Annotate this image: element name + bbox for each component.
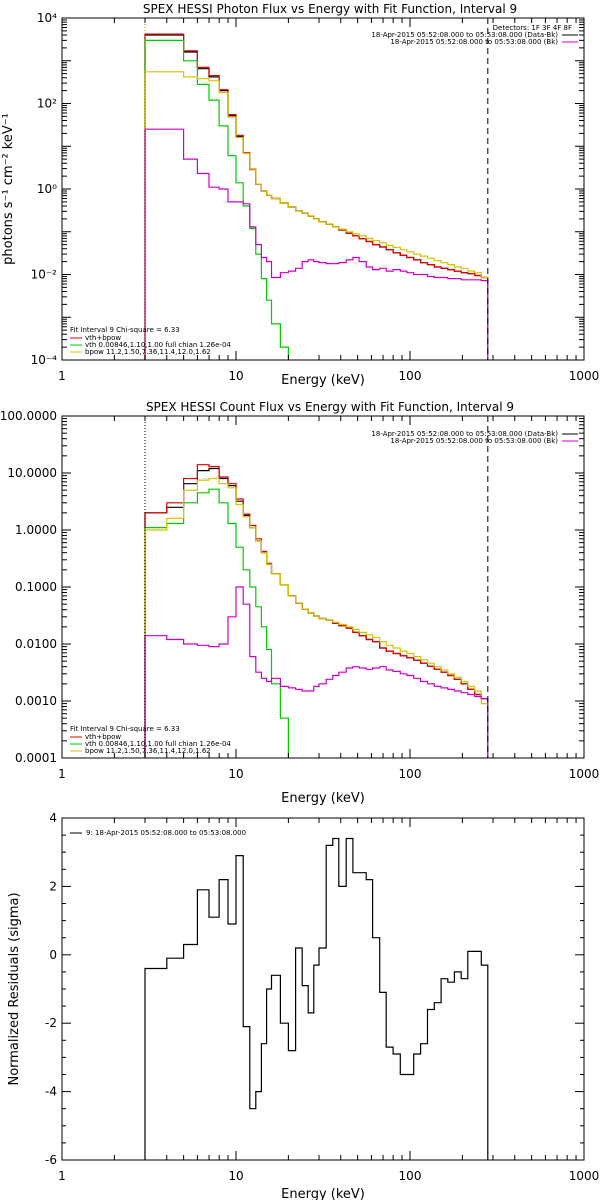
legend-fit-interval: Fit Interval 9 Chi-square = 6.33	[70, 326, 180, 334]
y-tick-label: 10⁻²	[31, 268, 58, 282]
x-tick-label: 1	[58, 369, 66, 383]
y-tick-label: 10⁰	[37, 182, 57, 196]
y-tick-label: 10.0000	[7, 466, 57, 480]
y-tick-label: 0.0100	[15, 637, 57, 651]
y-tick-labels: 0.0001 0.0010 0.0100 0.1000 1.0000 10.0000 100…	[0, 409, 57, 765]
y-tick-label: 100.0000	[0, 409, 57, 423]
series-total	[144, 34, 489, 360]
series-group	[144, 33, 489, 360]
x-tick-labels: 1 10 100 1000	[58, 1169, 599, 1183]
y-tick-label: 0.0001	[15, 751, 57, 765]
x-tick-label: 100	[399, 1169, 422, 1183]
axis-ticks	[61, 18, 584, 361]
x-tick-labels: 1 10 100 1000	[58, 369, 599, 383]
legend-top-right: 18-Apr-2015 05:52:08.000 to 05:53:08.000…	[371, 430, 578, 445]
y-tick-label: 0.1000	[15, 580, 57, 594]
y-tick-label: 10⁻⁴	[31, 353, 58, 367]
series-vth	[144, 39, 289, 360]
legend-bk: 18-Apr-2015 05:52:08.000 to 05:53:08.000…	[390, 38, 558, 46]
x-tick-label: 100	[399, 767, 422, 781]
series-vth-bpow	[144, 33, 489, 360]
vertical-markers	[144, 18, 489, 360]
legend-bpow: bpow 11.2,1.50,7.36,11.4,12.0,1.62	[85, 747, 211, 755]
legend-data-bk: 18-Apr-2015 05:52:08.000 to 05:53:08.000…	[371, 430, 558, 438]
series-total	[144, 467, 489, 758]
y-tick-labels: 10⁻⁴ 10⁻² 10⁰ 10² 10⁴	[31, 11, 58, 367]
x-axis-label: Energy (keV)	[281, 1187, 365, 1200]
plot-frame	[61, 415, 585, 759]
y-tick-label: 10⁴	[37, 11, 57, 25]
legend-top-left: 9: 18-Apr-2015 05:52:08.000 to 05:53:08.…	[70, 829, 246, 837]
x-tick-label: 10	[228, 369, 243, 383]
legend-interval: 9: 18-Apr-2015 05:52:08.000 to 05:53:08.…	[86, 829, 246, 837]
plot-frame	[61, 817, 585, 1161]
vertical-markers	[144, 416, 489, 758]
legend-vth: vth 0.00846,1.10,1.00 full chian 1.26e-0…	[85, 341, 231, 349]
series-group	[144, 464, 489, 758]
x-tick-labels: 1 10 100 1000	[58, 767, 599, 781]
y-tick-labels: -6 -4 -2 0 2 4	[45, 811, 57, 1167]
y-tick-label: 4	[49, 811, 57, 825]
x-axis-label: Energy (keV)	[281, 791, 365, 806]
series-vth-bpow	[144, 464, 489, 758]
x-tick-label: 10	[228, 767, 243, 781]
photon-flux-panel: SPEX HESSI Photon Flux vs Energy with Fi…	[1, 2, 599, 388]
y-tick-label: 2	[49, 879, 57, 893]
y-tick-label: 10²	[37, 97, 57, 111]
series-residuals	[144, 837, 489, 1160]
series-bpow	[144, 71, 489, 360]
residuals-panel: 1 10 100 1000 -6 -4 -2 0 2 4 Energy (keV) Normal…	[7, 811, 599, 1200]
y-axis-label: photons s⁻¹ cm⁻² keV⁻¹	[1, 113, 16, 265]
legend-bottom-left: Fit Interval 9 Chi-square = 6.33 vth+bpo…	[70, 326, 231, 356]
legend-model: vth+bpow	[85, 733, 121, 741]
series-vth	[144, 488, 289, 758]
axis-ticks	[61, 416, 584, 759]
legend-bk: 18-Apr-2015 05:52:08.000 to 05:53:08.000…	[390, 437, 558, 445]
legend-vth: vth 0.00846,1.10,1.00 full chian 1.26e-0…	[85, 740, 231, 748]
legend-data-bk: 18-Apr-2015 05:52:08.000 to 05:53:08.000…	[371, 31, 558, 39]
x-axis-label: Energy (keV)	[281, 373, 365, 388]
x-tick-label: 1	[58, 1169, 66, 1183]
y-tick-label: 0.0010	[15, 694, 57, 708]
legend-bpow: bpow 11.2,1.50,7.36,11.4,12.0,1.62	[85, 348, 211, 356]
y-tick-label: 1.0000	[15, 523, 57, 537]
series-bk	[144, 128, 489, 360]
x-tick-label: 1000	[569, 369, 600, 383]
count-flux-panel: SPEX HESSI Count Flux vs Energy with Fit…	[0, 400, 599, 806]
chart-title: SPEX HESSI Count Flux vs Energy with Fit…	[146, 400, 514, 414]
x-tick-label: 1000	[569, 767, 600, 781]
y-tick-label: -2	[45, 1016, 57, 1030]
x-tick-label: 1000	[569, 1169, 600, 1183]
legend-bottom-left: Fit Interval 9 Chi-square = 6.33 vth+bpo…	[70, 725, 231, 755]
series-bk	[144, 586, 489, 758]
legend-top-right: Detectors: 1F 3F 4F 8F 18-Apr-2015 05:52…	[371, 24, 578, 46]
axis-ticks	[61, 817, 584, 1161]
chart-title: SPEX HESSI Photon Flux vs Energy with Fi…	[143, 2, 517, 16]
series-bpow	[144, 477, 489, 758]
x-tick-label: 1	[58, 767, 66, 781]
x-tick-label: 100	[399, 369, 422, 383]
legend-detectors: Detectors: 1F 3F 4F 8F	[493, 24, 572, 32]
legend-fit-interval: Fit Interval 9 Chi-square = 6.33	[70, 725, 180, 733]
plot-frame	[61, 17, 585, 361]
x-tick-label: 10	[228, 1169, 243, 1183]
series-group	[144, 837, 489, 1160]
y-tick-label: -4	[45, 1085, 57, 1099]
legend-model: vth+bpow	[85, 334, 121, 342]
y-tick-label: -6	[45, 1153, 57, 1167]
y-tick-label: 0	[49, 948, 57, 962]
y-axis-label: Normalized Residuals (sigma)	[7, 892, 22, 1085]
